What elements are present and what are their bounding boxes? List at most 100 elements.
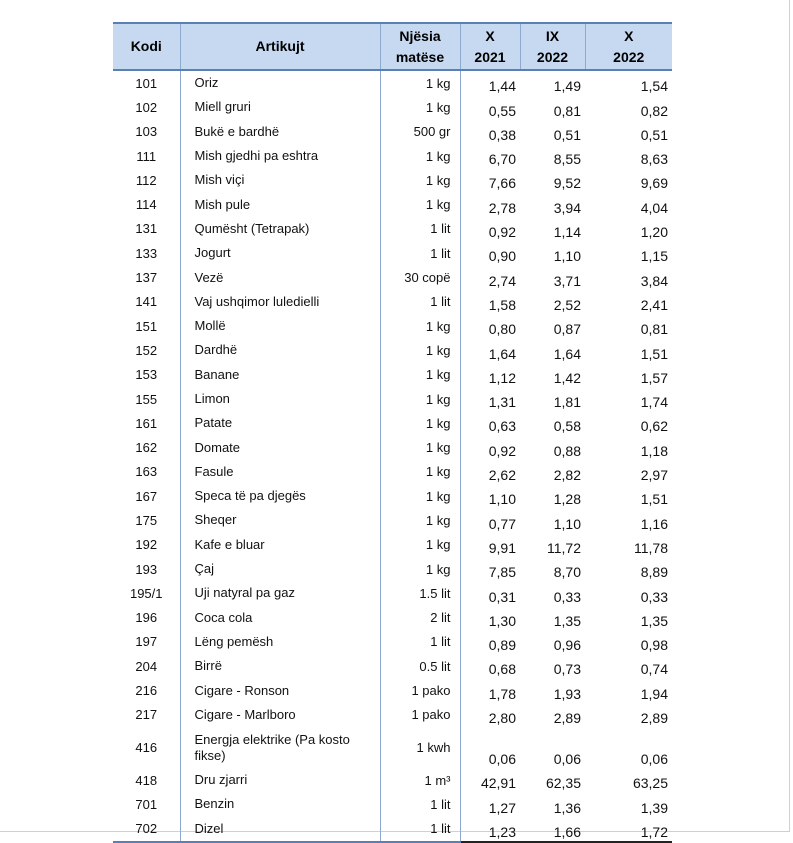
item-cell: Vaj ushqimor luledielli: [179, 289, 380, 314]
table-row: 151 Mollë 1 kg 0,80 0,87 0,81: [113, 313, 672, 339]
header-text: 2022: [613, 48, 645, 65]
code-cell: 416: [135, 740, 158, 756]
unit-cell: 1 kg: [379, 556, 461, 582]
price-cell: 63,25: [632, 775, 668, 792]
code-cell: 151: [135, 318, 158, 334]
item-cell: Dardhë: [179, 338, 380, 363]
unit-cell: 1 kg: [379, 435, 461, 460]
price-cell: 8,70: [553, 564, 581, 581]
code-cell: 101: [135, 75, 158, 91]
table-row: 416 Energja elektrike (Pa kosto fikse) 1 k…: [113, 727, 672, 769]
price-cell: 0,68: [488, 661, 516, 678]
table-row: 197 Lëng pemësh 1 lit 0,89 0,96 0,98: [113, 629, 672, 655]
price-cell: 2,89: [553, 710, 581, 727]
price-cell: 42,91: [480, 775, 516, 792]
item-cell: Lëng pemësh: [179, 629, 380, 655]
unit-cell: 1 kg: [379, 386, 461, 412]
item-cell: Birrë: [179, 654, 380, 679]
price-cell: 8,55: [553, 151, 581, 168]
price-cell: 0,62: [640, 418, 668, 435]
price-cell: 1,42: [553, 369, 581, 386]
code-cell: 193: [135, 561, 158, 577]
table-row: 111 Mish gjedhi pa eshtra 1 kg 6,70 8,55 8,63: [113, 143, 672, 169]
header-cell: Njësia matëse: [379, 22, 460, 71]
price-cell: 1,27: [488, 799, 516, 816]
code-cell: 702: [113, 816, 180, 843]
unit-cell: 1 pako: [379, 702, 461, 728]
item-cell: Cigare - Ronson: [179, 678, 380, 703]
price-cell: 1,39: [640, 799, 668, 816]
price-cell: 1,31: [488, 394, 516, 411]
table-row: 153 Banane 1 kg 1,12 1,42 1,57: [113, 362, 672, 387]
price-cell: 0,74: [640, 661, 668, 678]
price-cell: 1,78: [488, 685, 516, 702]
code-cell: 192: [135, 537, 158, 553]
header-text: IX: [545, 27, 560, 44]
code-cell: 133: [135, 245, 158, 261]
header-cell: Artikujt: [179, 22, 380, 71]
unit-cell: 1 lit: [379, 792, 461, 817]
price-cell: 0,89: [488, 637, 516, 654]
code-cell: 161: [135, 415, 158, 431]
code-cell: 197: [135, 634, 158, 650]
item-cell: Coca cola: [179, 605, 380, 630]
table-row: 133 Jogurt 1 lit 0,90 1,10 1,15: [113, 241, 672, 266]
price-cell: 0,63: [488, 418, 516, 435]
price-cell: 1,35: [553, 612, 581, 629]
code-cell: 114: [135, 197, 157, 213]
price-cell: 2,82: [553, 467, 581, 484]
unit-cell: 1 kg: [379, 362, 461, 387]
price-cell: 1,14: [553, 224, 581, 241]
price-cell: 11,78: [634, 539, 668, 556]
header-text: Njësia: [399, 27, 441, 44]
table-row: 163 Fasule 1 kg 2,62 2,82 2,97: [113, 459, 672, 485]
code-cell: 111: [136, 148, 157, 164]
item-cell: Uji natyral pa gaz: [179, 581, 380, 606]
price-cell: 1,12: [488, 369, 516, 386]
item-cell: Qumësht (Tetrapak): [179, 216, 380, 242]
code-cell: 112: [135, 172, 157, 188]
price-cell: 0,55: [488, 102, 516, 119]
item-cell: Mish gjedhi pa eshtra: [179, 143, 380, 169]
price-cell: 1,54: [640, 78, 668, 95]
code-cell: 216: [135, 683, 158, 699]
code-cell: 141: [135, 294, 158, 310]
price-cell: 1,49: [553, 78, 581, 95]
price-cell: 0,31: [488, 588, 516, 605]
item-cell: Dizel: [179, 816, 380, 843]
item-cell: Energja elektrike (Pa kosto fikse): [179, 727, 380, 769]
unit-cell: 1 kg: [379, 411, 461, 436]
price-cell: 1,20: [640, 224, 668, 241]
price-cell: 8,63: [640, 151, 668, 168]
table-row: 103 Bukë e bardhë 500 gr 0,38 0,51 0,51: [113, 119, 672, 144]
table-row: 195/1 Uji natyral pa gaz 1.5 lit 0,31 0,33 0,…: [113, 581, 672, 606]
item-cell: Limon: [179, 386, 380, 412]
item-cell: Çaj: [179, 556, 380, 582]
code-cell: 137: [135, 270, 158, 286]
code-cell: 131: [135, 221, 158, 237]
price-cell: 2,74: [488, 272, 516, 289]
price-cell: 1,15: [640, 248, 668, 265]
header-row: Kodi Artikujt Njësia matëse X 2021 IX 2022 X 2022: [113, 22, 672, 71]
price-cell: 1,64: [488, 345, 516, 362]
price-cell: 0,96: [553, 637, 581, 654]
price-cell: 0,77: [488, 515, 516, 532]
price-cell: 1,10: [553, 515, 581, 532]
table-row: 167 Speca të pa djegës 1 kg 1,10 1,28 1,51: [113, 484, 672, 509]
price-cell: 2,78: [488, 199, 516, 216]
price-cell: 1,36: [553, 799, 581, 816]
header-cell: IX 2022: [519, 22, 585, 71]
unit-cell: 1 lit: [379, 629, 461, 655]
price-cell: 3,71: [553, 272, 581, 289]
code-cell: 167: [135, 488, 158, 504]
unit-cell: 1 kg: [379, 95, 461, 120]
item-cell: Cigare - Marlboro: [179, 702, 380, 728]
price-cell: 1,44: [488, 78, 516, 95]
code-cell: 103: [135, 124, 158, 140]
price-cell: 0,82: [640, 102, 668, 119]
price-cell: 9,69: [640, 175, 668, 192]
item-cell: Mish pule: [179, 192, 380, 217]
unit-cell: 1.5 lit: [379, 581, 461, 606]
table-row: 175 Sheqer 1 kg 0,77 1,10 1,16: [113, 508, 672, 533]
